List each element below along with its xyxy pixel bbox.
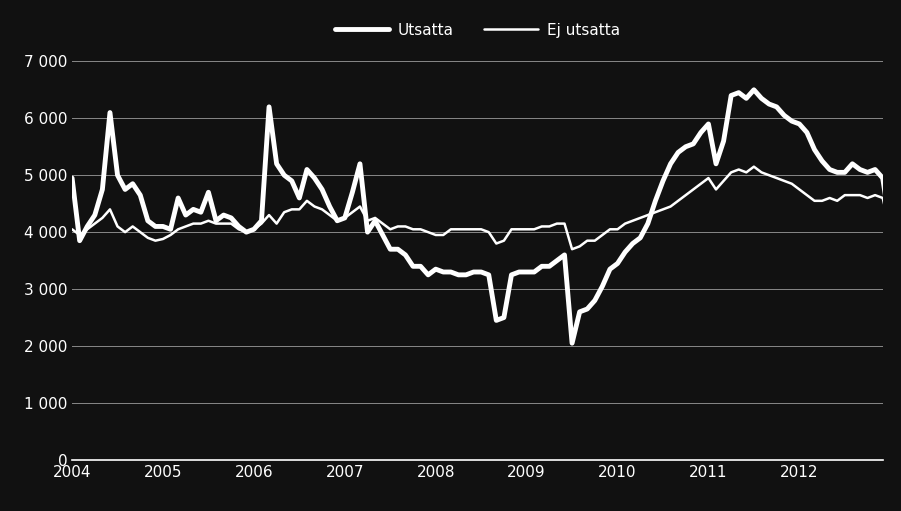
Utsatta xyxy=(369,218,380,224)
Ej utsatta xyxy=(188,221,199,227)
Utsatta xyxy=(67,175,77,181)
Utsatta xyxy=(150,223,160,229)
Utsatta xyxy=(188,206,199,213)
Utsatta xyxy=(400,252,411,258)
Utsatta xyxy=(878,175,888,181)
Utsatta xyxy=(885,223,896,229)
Ej utsatta xyxy=(878,195,888,201)
Ej utsatta xyxy=(369,215,380,221)
Line: Utsatta: Utsatta xyxy=(72,90,901,343)
Ej utsatta xyxy=(67,226,77,233)
Utsatta xyxy=(749,87,760,93)
Ej utsatta xyxy=(869,192,880,198)
Line: Ej utsatta: Ej utsatta xyxy=(72,167,901,252)
Ej utsatta xyxy=(400,223,411,229)
Ej utsatta xyxy=(749,164,760,170)
Utsatta xyxy=(567,340,578,346)
Legend: Utsatta, Ej utsatta: Utsatta, Ej utsatta xyxy=(329,17,626,44)
Ej utsatta xyxy=(150,238,160,244)
